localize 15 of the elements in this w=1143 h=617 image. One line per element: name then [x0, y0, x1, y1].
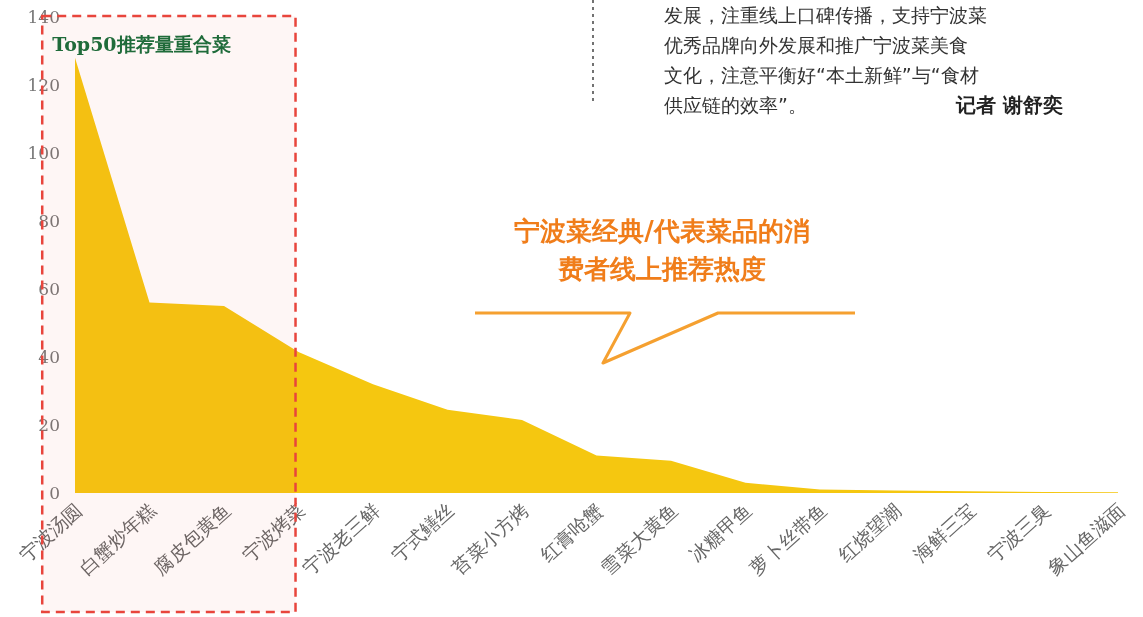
annotation: 记者 谢舒奕 [955, 93, 1063, 117]
band-label: Top50推荐量重合菜 [52, 33, 231, 55]
annotation: 供应链的效率”。 [664, 94, 807, 116]
annotation: 文化，注意平衡好“本土新鲜”与“食材 [664, 64, 979, 86]
y-tick-label: 80 [38, 211, 60, 231]
y-tick-label: 100 [27, 143, 60, 163]
x-tick-label: 红烧望潮 [833, 498, 906, 566]
y-tick-label: 40 [38, 347, 60, 367]
annotation: 发展，注重线上口碑传播，支持宁波菜 [664, 4, 987, 26]
y-tick-label: 60 [38, 279, 60, 299]
text: 宁波菜经典/代表菜品的消费者线上推荐热度 [514, 216, 810, 284]
annotation: 优秀品牌向外发展和推广宁波菜美食 [664, 34, 968, 56]
y-tick-label: 0 [49, 483, 60, 503]
x-tick-label: 海鲜三宝 [908, 498, 980, 566]
y-tick-label: 20 [38, 415, 60, 435]
